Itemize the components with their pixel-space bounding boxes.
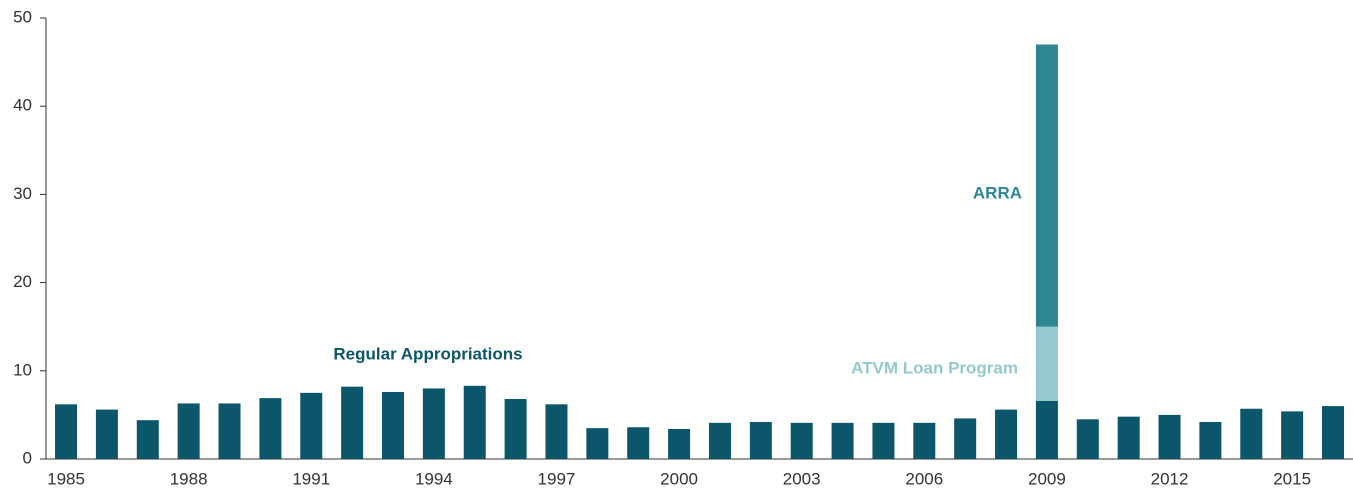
bar-segment	[749, 421, 772, 459]
x-tick-label: 2009	[1028, 469, 1066, 488]
x-tick-label: 2000	[660, 469, 698, 488]
bar-segment	[218, 403, 241, 459]
bar-segment	[1322, 406, 1345, 459]
x-tick-label: 2006	[905, 469, 943, 488]
y-tick-label: 30	[13, 184, 32, 203]
x-tick-label: 1991	[292, 469, 330, 488]
bar-segment	[177, 403, 200, 459]
series-label: ATVM Loan Program	[851, 358, 1018, 377]
bar-segment	[381, 391, 404, 459]
bar-segment	[1281, 411, 1304, 459]
bar-segment	[1240, 408, 1263, 459]
bar-segment	[1035, 326, 1058, 401]
bar-segment	[300, 392, 323, 459]
bar-segment	[668, 429, 691, 459]
bar-segment	[1117, 416, 1140, 459]
bar-segment	[627, 427, 650, 459]
bar-segment	[504, 399, 527, 459]
x-tick-label: 1985	[47, 469, 85, 488]
series-label: Regular Appropriations	[333, 344, 522, 363]
bar-segment	[1199, 421, 1222, 459]
y-tick-label: 50	[13, 7, 32, 26]
x-tick-label: 2012	[1151, 469, 1189, 488]
bar-segment	[1158, 414, 1181, 459]
y-tick-label: 10	[13, 360, 32, 379]
x-tick-label: 2015	[1273, 469, 1311, 488]
bar-segment	[55, 404, 78, 459]
bar-segment	[545, 404, 568, 459]
bar-segment	[136, 420, 159, 459]
bar-segment	[586, 428, 609, 459]
x-tick-label: 1994	[415, 469, 453, 488]
bar-segment	[1035, 44, 1058, 327]
bar-segment	[422, 388, 445, 459]
bar-segment	[708, 422, 731, 459]
x-tick-label: 1997	[538, 469, 576, 488]
bar-segment	[913, 422, 936, 459]
series-label: ARRA	[973, 183, 1022, 202]
bar-segment	[463, 385, 486, 459]
y-tick-label: 40	[13, 96, 32, 115]
bar-segment	[1076, 419, 1099, 459]
y-tick-label: 0	[23, 448, 32, 467]
bar-segment	[872, 422, 895, 459]
x-tick-label: 2003	[783, 469, 821, 488]
bar-segment	[954, 418, 977, 459]
x-tick-label: 1988	[170, 469, 208, 488]
bar-segment	[1035, 400, 1058, 459]
y-tick-label: 20	[13, 272, 32, 291]
bar-segment	[831, 422, 854, 459]
bar-segment	[790, 422, 813, 459]
bar-segment	[341, 386, 364, 459]
bar-segment	[259, 398, 282, 459]
bar-segment	[95, 409, 118, 459]
bar-segment	[995, 409, 1018, 459]
